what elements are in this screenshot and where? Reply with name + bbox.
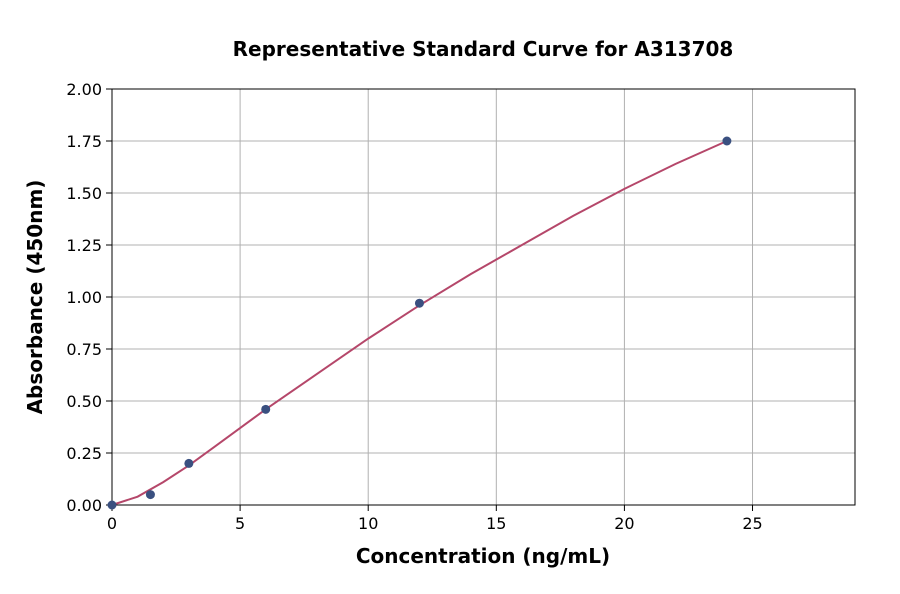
data-point — [414, 298, 424, 308]
fit-curve — [111, 140, 728, 506]
y-tick-label: 0.25 — [66, 444, 102, 463]
x-tick-label: 20 — [614, 514, 634, 533]
y-tick-label: 1.50 — [66, 184, 102, 203]
y-axis-label: Absorbance (450nm) — [23, 180, 47, 415]
x-tick-label: 25 — [742, 514, 762, 533]
y-tick-label: 0.50 — [66, 392, 102, 411]
data-point — [107, 500, 117, 510]
data-point — [184, 458, 194, 468]
chart-title: Representative Standard Curve for A31370… — [233, 37, 734, 61]
plot-frame — [111, 88, 856, 506]
data-point — [261, 404, 271, 414]
x-tick-label: 5 — [235, 514, 245, 533]
x-tick-label: 10 — [358, 514, 378, 533]
y-tick-label: 0.00 — [66, 496, 102, 515]
data-point — [722, 136, 732, 146]
y-tick-label: 1.00 — [66, 288, 102, 307]
y-tick-label: 1.25 — [66, 236, 102, 255]
y-tick-label: 1.75 — [66, 132, 102, 151]
data-point — [145, 490, 155, 500]
x-tick-label: 15 — [486, 514, 506, 533]
y-tick-label: 0.75 — [66, 340, 102, 359]
y-tick-label: 2.00 — [66, 80, 102, 99]
x-tick-label: 0 — [107, 514, 117, 533]
x-axis-label: Concentration (ng/mL) — [356, 544, 610, 568]
